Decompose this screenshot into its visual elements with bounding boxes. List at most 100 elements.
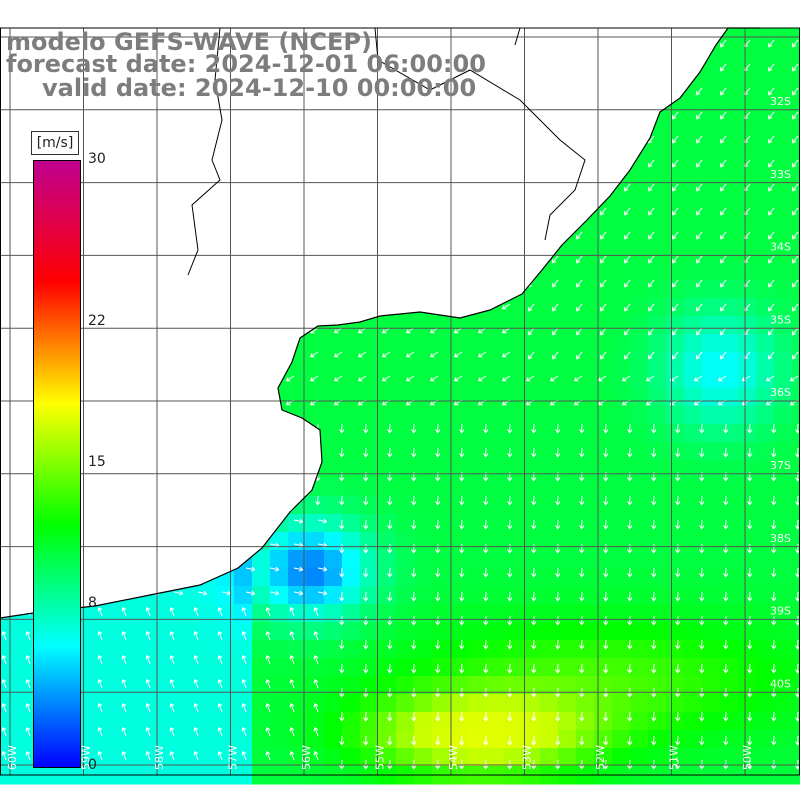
wind-arrow [507,663,513,674]
wind-arrow [241,607,247,617]
wind-arrow [269,590,280,596]
wind-arrow [245,518,256,524]
wind-arrow [25,631,31,641]
wind-arrow [197,590,208,596]
wind-arrow [193,655,199,665]
wind-arrow [507,711,513,722]
wind-arrow [435,447,441,458]
wind-arrow [671,39,679,48]
wind-arrow [381,375,391,382]
wind-arrow [357,159,367,166]
wind-arrow [293,590,304,596]
wind-arrow [285,231,295,238]
wind-arrow [243,447,249,458]
wind-arrow [411,543,417,554]
wind-arrow [599,303,607,312]
colorbar-tick-label: 0 [88,757,97,773]
wind-arrow [387,543,393,554]
wind-arrow [387,639,393,650]
wind-arrow [747,447,753,458]
wind-arrow [261,135,271,142]
wind-arrow [241,679,247,689]
wind-arrow [97,607,103,617]
wind-arrow [405,207,415,214]
wind-arrow [405,375,415,382]
wind-arrow [575,135,583,144]
wind-arrow [237,135,247,142]
wind-arrow [261,207,271,214]
wind-arrow [435,543,441,554]
wind-arrow [741,375,751,382]
wind-arrow [623,135,631,144]
wind-arrow [265,751,271,761]
wind-arrow [477,159,487,166]
wind-arrow [381,231,391,238]
wind-arrow [531,615,537,626]
wind-arrow [173,566,184,572]
wind-arrow [363,423,369,434]
wind-arrow [623,207,631,216]
wind-arrow [771,423,777,434]
wind-arrow [363,591,369,602]
wind-arrow [599,255,607,264]
wind-arrow [217,679,223,689]
wind-arrow [213,183,223,190]
wind-arrow [405,231,415,238]
wind-arrow [599,135,607,144]
wind-arrow [603,543,609,554]
wind-arrow [791,111,799,120]
wind-arrow [171,495,177,506]
wind-arrow [429,183,439,190]
wind-arrow [189,279,199,286]
wind-arrow [27,423,33,434]
wind-arrow [269,566,280,572]
wind-arrow [97,679,103,689]
latitude-label: 40S [770,677,791,690]
wind-arrow [767,39,775,48]
wind-arrow [767,255,775,264]
wind-arrow [603,735,609,746]
wind-arrow [791,63,799,72]
wind-arrow [627,615,633,626]
wind-arrow [627,519,633,530]
wind-arrow [339,711,345,722]
wind-arrow [121,703,127,713]
wind-arrow [501,351,511,358]
wind-arrow [623,303,631,312]
wind-arrow [767,327,775,336]
wind-arrow [627,735,633,746]
wind-arrow [459,519,465,530]
wind-arrow [289,679,295,689]
wind-arrow [381,351,391,358]
wind-arrow [169,703,175,713]
wind-arrow [747,495,753,506]
wind-arrow [285,279,295,286]
wind-arrow [189,111,199,118]
wind-arrow [695,303,703,312]
wind-arrow [501,39,511,46]
wind-arrow [145,655,151,665]
wind-arrow [695,231,703,240]
wind-arrow [99,495,105,506]
longitude-label: 50W [741,745,754,770]
wind-arrow [21,255,31,262]
wind-arrow [501,207,511,214]
wind-arrow [333,231,343,238]
wind-arrow [193,703,199,713]
wind-arrow [507,519,513,530]
wind-arrow [459,615,465,626]
wind-arrow [671,111,679,120]
wind-arrow [1,655,7,665]
wind-arrow [435,663,441,674]
wind-arrow [165,279,175,286]
wind-arrow [21,279,31,286]
wind-arrow [453,375,463,382]
wind-arrow [25,751,31,761]
wind-arrow [117,159,127,166]
wind-arrow [527,327,535,336]
wind-arrow [791,303,799,312]
wind-arrow [267,447,273,458]
wind-arrow [217,703,223,713]
wind-arrow [723,639,729,650]
